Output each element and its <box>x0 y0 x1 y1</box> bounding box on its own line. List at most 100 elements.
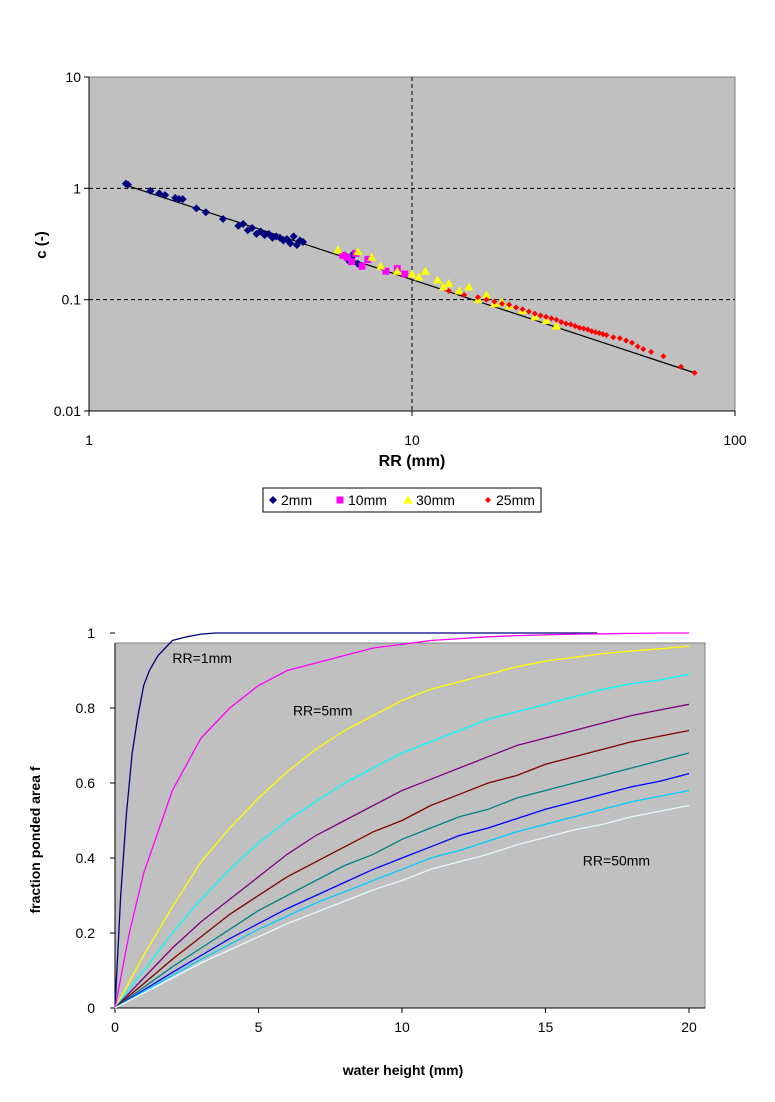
y-tick-label: 1 <box>73 180 81 196</box>
annotation-label: RR=1mm <box>172 650 232 666</box>
series-line-10 <box>114 804 690 1009</box>
data-point <box>454 286 464 295</box>
data-point <box>616 335 623 342</box>
x-tick-label: 10 <box>404 432 420 448</box>
legend-item: 2mm <box>269 492 312 508</box>
y-tick-label: 0.6 <box>76 775 96 791</box>
x-tick-label: 5 <box>255 1019 263 1035</box>
data-point <box>123 180 132 189</box>
x-tick-label: 1 <box>85 432 93 448</box>
data-point <box>531 310 538 317</box>
data-point <box>543 313 550 320</box>
series-line-2 <box>114 632 689 1009</box>
data-point <box>161 191 170 200</box>
data-point <box>481 290 491 299</box>
data-point <box>178 195 187 204</box>
legend-label: 10mm <box>348 492 387 508</box>
y-axis-title: fraction ponded area f <box>27 766 43 913</box>
data-point <box>576 324 583 331</box>
data-point <box>603 332 610 339</box>
x-tick-label: 20 <box>681 1019 697 1035</box>
data-point <box>364 255 372 263</box>
data-point <box>519 306 526 313</box>
y-tick-label: 1 <box>87 625 95 641</box>
data-point <box>660 353 667 360</box>
x-tick-label: 15 <box>538 1019 554 1035</box>
trendline <box>125 184 695 374</box>
annotation-label: RR=5mm <box>293 703 353 719</box>
legend-marker <box>336 496 344 504</box>
legend-marker <box>269 496 277 504</box>
data-point <box>445 287 452 294</box>
data-point <box>420 266 430 275</box>
data-point <box>376 261 386 270</box>
legend-label: 25mm <box>496 492 535 508</box>
data-point <box>629 339 636 346</box>
data-point <box>155 189 164 198</box>
data-point <box>474 294 481 301</box>
data-point <box>299 237 308 246</box>
data-point <box>558 319 565 326</box>
line-chart: 0 5 10 15 20 0 0.2 0.4 0.6 0.8 1 RR=1mm RR=5mm RR=50… <box>27 625 706 1078</box>
data-point <box>537 312 544 319</box>
y-tick-label: 10 <box>65 69 81 85</box>
annotation-label: RR=50mm <box>583 853 650 869</box>
legend-label: 2mm <box>281 492 312 508</box>
series-line-1 <box>114 632 598 1009</box>
data-point <box>461 292 468 299</box>
data-point <box>483 296 490 303</box>
x-axis-title: water height (mm) <box>342 1062 464 1078</box>
data-point <box>339 251 347 259</box>
data-point <box>201 208 210 217</box>
data-point <box>580 325 587 332</box>
y-tick-label: 0.01 <box>54 403 81 419</box>
data-point <box>289 232 298 241</box>
series-line-6 <box>114 729 690 1009</box>
annotations: RR=1mm RR=5mm RR=50mm <box>172 650 650 869</box>
data-point <box>464 282 474 291</box>
data-point <box>407 269 417 278</box>
data-point <box>192 204 201 213</box>
data-point <box>572 323 579 330</box>
x-axis-title: RR (mm) <box>379 453 446 470</box>
series-line-5 <box>114 703 690 1009</box>
y-tick-label: 0.8 <box>76 700 96 716</box>
data-point <box>358 262 366 270</box>
series-2mm <box>121 179 362 268</box>
data-point <box>525 308 532 315</box>
legend: 2mm 10mm 30mm 25mm <box>262 487 542 513</box>
data-point <box>551 321 561 330</box>
data-point <box>491 298 498 305</box>
tick-labels: 1 10 100 0.01 0.1 1 10 <box>54 69 747 448</box>
data-point <box>367 252 377 261</box>
data-point <box>333 245 343 254</box>
data-point <box>382 267 390 275</box>
axes <box>110 632 705 1013</box>
data-point <box>438 282 448 291</box>
data-point <box>563 320 570 327</box>
data-point <box>401 270 409 278</box>
x-tick-label: 10 <box>394 1019 410 1035</box>
legend-box <box>262 487 542 513</box>
data-point <box>499 300 506 307</box>
data-point <box>548 315 555 322</box>
legend-label: 30mm <box>416 492 455 508</box>
legend-marker <box>403 495 413 504</box>
data-point <box>553 316 560 323</box>
y-tick-label: 0.2 <box>76 925 96 941</box>
y-tick-label: 0.1 <box>62 292 82 308</box>
data-point <box>146 186 155 195</box>
series-line-4 <box>114 673 690 1009</box>
data-lines <box>114 632 690 1009</box>
trendline-path <box>125 184 695 374</box>
gridlines <box>89 77 735 411</box>
x-tick-label: 0 <box>111 1019 119 1035</box>
data-point <box>286 239 295 248</box>
data-point <box>567 321 574 328</box>
y-tick-label: 0.4 <box>76 850 96 866</box>
data-point <box>610 334 617 341</box>
axes <box>84 76 736 416</box>
scatter-chart: 1 10 100 0.01 0.1 1 10 RR (mm) c (-) 2mm 10mm 30… <box>33 69 747 513</box>
data-point <box>353 247 363 256</box>
plot-area <box>88 76 736 412</box>
